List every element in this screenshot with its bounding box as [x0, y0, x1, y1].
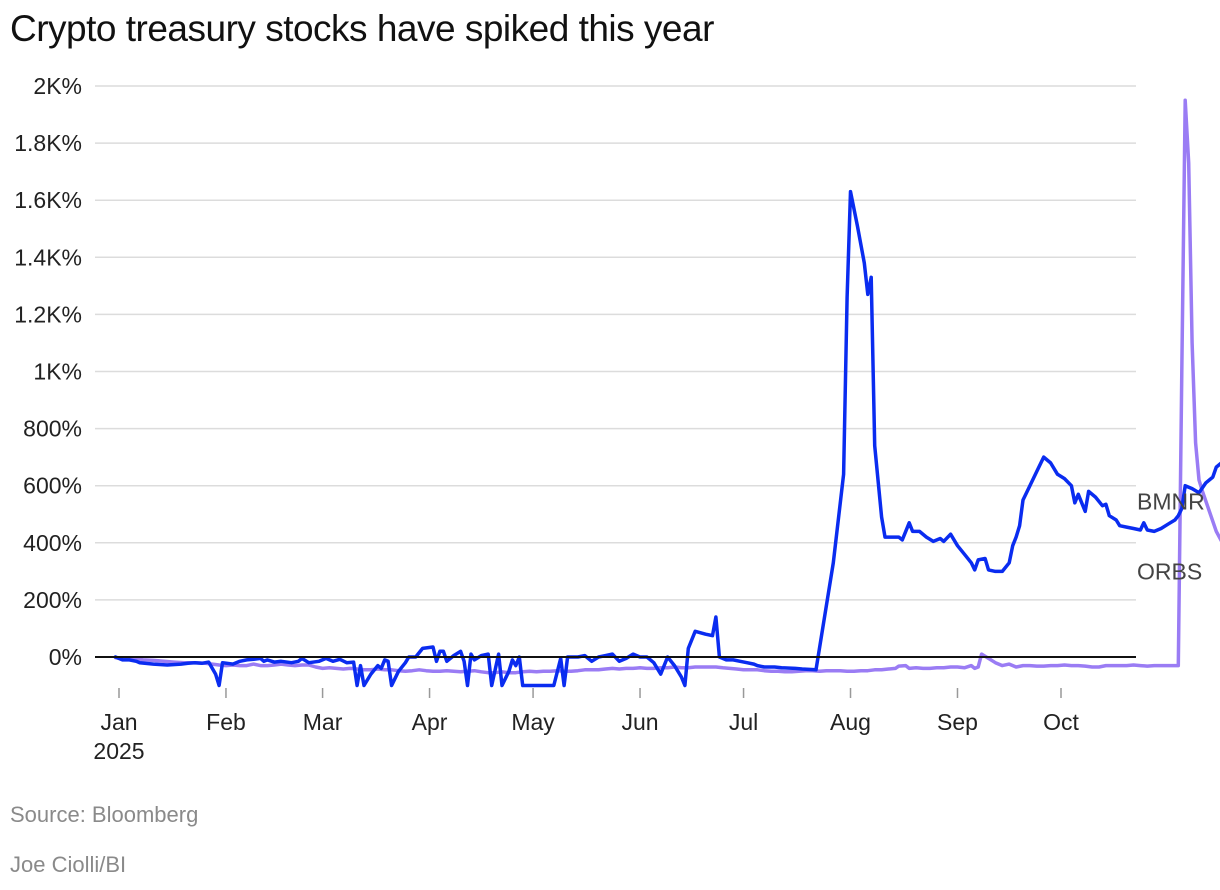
y-tick-label: 2K%: [33, 73, 82, 99]
y-tick-label: 1.6K%: [14, 187, 82, 213]
y-tick-label: 1K%: [33, 359, 82, 385]
x-tick-label: Jun: [621, 709, 658, 735]
author-credit: Joe Ciolli/BI: [10, 852, 127, 877]
chart-title: Crypto treasury stocks have spiked this …: [10, 8, 714, 49]
x-tick-label: Feb: [206, 709, 246, 735]
gridlines: [95, 85, 1136, 601]
x-tick-label: Aug: [830, 709, 871, 735]
y-tick-label: 800%: [23, 416, 82, 442]
series-line-bmnr: [113, 189, 1220, 688]
x-tick-label: Apr: [412, 709, 448, 735]
x-tick-label: May: [511, 709, 555, 735]
y-tick-label: 1.2K%: [14, 301, 82, 327]
y-tick-label: 1.4K%: [14, 244, 82, 270]
x-tick-label: Jan: [100, 709, 137, 735]
y-tick-label: 200%: [23, 587, 82, 613]
x-tick-label: Oct: [1043, 709, 1079, 735]
x-tick-label: Sep: [937, 709, 978, 735]
y-tick-label: 600%: [23, 473, 82, 499]
x-tick-label: Jul: [729, 709, 758, 735]
series-label-bmnr: BMNR: [1137, 488, 1205, 514]
x-tick-year-label: 2025: [93, 738, 144, 764]
x-tick-label: Mar: [303, 709, 343, 735]
x-axis: Jan 2025 Feb Mar Apr May Jun Jul Aug Sep Oct: [93, 688, 1079, 764]
series-lines: [95, 98, 1220, 688]
series-label-orbs: ORBS: [1137, 558, 1202, 584]
y-tick-label: 1.8K%: [14, 130, 82, 156]
source-note: Source: Bloomberg: [10, 802, 199, 827]
y-axis-tick-labels: 0% 200% 400% 600% 800% 1K% 1.2K% 1.4K% 1.6K% 1.8K…: [14, 73, 82, 670]
series-line-orbs: [113, 98, 1220, 675]
series-end-labels: BMNR ORBS: [1137, 488, 1205, 584]
y-tick-label: 400%: [23, 530, 82, 556]
y-tick-label: 0%: [49, 644, 82, 670]
